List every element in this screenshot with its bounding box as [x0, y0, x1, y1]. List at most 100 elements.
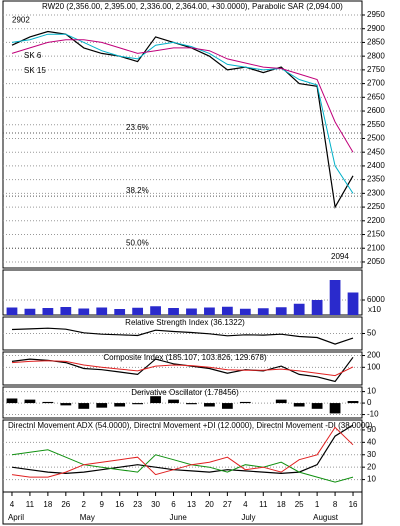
panel-title: Derivative Oscillator (1.78456): [131, 388, 239, 397]
bar: [96, 403, 108, 408]
y-tick-label: 2550: [367, 120, 385, 129]
fib-label: 38.2%: [126, 186, 149, 195]
x-tick-label: 4: [243, 500, 248, 509]
bar: [6, 307, 18, 315]
y-tick-label: 2800: [367, 51, 385, 60]
bar: [150, 396, 161, 404]
x-tick-label: 11: [26, 500, 35, 509]
low-label: 2094: [331, 252, 349, 261]
bar: [311, 403, 323, 409]
bar: [204, 403, 215, 407]
bar: [132, 403, 144, 405]
panel-frame: [2, 0, 363, 269]
y-tick-label: 10: [367, 475, 376, 484]
bar: [186, 308, 197, 315]
bar: [114, 403, 126, 407]
y-tick-label: 2300: [367, 188, 385, 197]
bar: [347, 292, 359, 315]
x-tick-label: 9: [99, 500, 104, 509]
y-tick-label: 50: [367, 329, 376, 338]
panel-title: RW20 (2,356.00, 2,395.00, 2,336.00, 2,36…: [42, 2, 343, 11]
y-tick-label: 2450: [367, 147, 385, 156]
x-tick-label: 16: [349, 500, 358, 509]
y-tick-label: 10: [367, 387, 376, 396]
series-line: [11, 426, 354, 478]
y-tick-label: 2250: [367, 202, 385, 211]
y-tick-label: 6000: [367, 295, 385, 304]
month-label: May: [80, 513, 95, 522]
x-tick-label: 2: [82, 500, 87, 509]
y-tick-label: 2500: [367, 134, 385, 143]
bar: [132, 307, 144, 315]
y-tick-label: 2350: [367, 175, 385, 184]
panel-frame: [2, 269, 363, 316]
y-tick-label: 20: [367, 462, 376, 471]
y-tick-label: 2700: [367, 79, 385, 88]
bar: [293, 403, 305, 407]
bar: [60, 403, 72, 406]
series-line: [11, 424, 354, 475]
y-tick-label: 200: [367, 351, 381, 360]
x-tick-label: 13: [187, 500, 196, 509]
bar: [275, 307, 287, 315]
y-tick-label: 2200: [367, 216, 385, 225]
panel-title: Composite Index (185.107, 103.826, 129.6…: [103, 353, 267, 362]
month-label: June: [170, 513, 188, 522]
legend-entry: SK 15: [24, 66, 46, 75]
series-line: [11, 360, 354, 377]
x-tick-label: 26: [61, 500, 70, 509]
fib-label: 50.0%: [126, 238, 149, 247]
x-tick-label: 18: [43, 500, 52, 509]
bar: [96, 307, 108, 315]
month-label: April: [8, 513, 24, 522]
bar: [311, 300, 323, 315]
x-tick-label: 6: [171, 500, 176, 509]
high-label: 2902: [12, 15, 30, 24]
bar: [114, 309, 126, 315]
y-tick-label: 2850: [367, 38, 385, 47]
bar: [168, 399, 179, 404]
bar: [186, 403, 197, 405]
month-label: August: [313, 513, 339, 522]
x-tick-label: 30: [151, 500, 160, 509]
y-tick-label: 2950: [367, 10, 385, 19]
series-line: [11, 33, 354, 194]
bar: [347, 401, 359, 404]
bar: [221, 306, 233, 315]
x-tick-label: 20: [205, 500, 214, 509]
x-tick-label: 23: [133, 500, 142, 509]
y-tick-label: 2400: [367, 161, 385, 170]
series-line: [11, 449, 354, 483]
y-tick-label: 0: [367, 398, 372, 407]
panel-frame: [2, 386, 363, 419]
series-line: [11, 327, 354, 345]
bar: [78, 403, 90, 409]
bar: [6, 398, 18, 404]
x-tick-label: 11: [259, 500, 268, 509]
y-tick-label: 2100: [367, 243, 385, 252]
x-tick-label: 18: [277, 500, 286, 509]
bar: [293, 303, 305, 315]
bar: [42, 308, 54, 315]
y-tick-label: -10: [367, 410, 379, 419]
bar: [60, 307, 72, 315]
bar: [150, 306, 161, 315]
y-tick-label: 2600: [367, 106, 385, 115]
month-label: July: [241, 513, 255, 522]
bar: [24, 399, 36, 404]
legend-entry: SK 6: [24, 51, 42, 60]
bar: [275, 399, 287, 404]
fib-label: 23.6%: [126, 123, 149, 132]
y-tick-label: 30: [367, 450, 376, 459]
series-line: [11, 30, 354, 209]
bar: [257, 308, 269, 315]
y-tick-label: 40: [367, 437, 376, 446]
bar: [239, 308, 251, 315]
y-tick-label: 2150: [367, 230, 385, 239]
bar: [329, 403, 341, 414]
x-axis-frame: [2, 491, 363, 525]
bar: [329, 280, 341, 315]
bar: [24, 308, 36, 315]
